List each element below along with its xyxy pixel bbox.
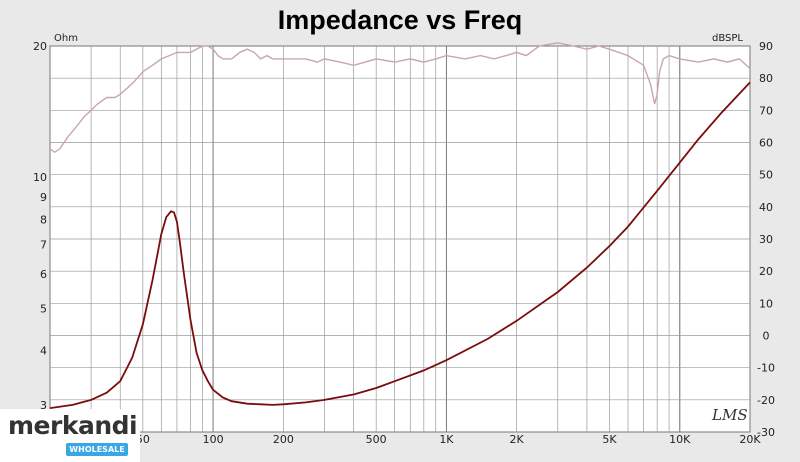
x-tick-label: 2K [510, 433, 525, 446]
left-axis-ticks: 20 10 9 8 7 6 5 4 3 [33, 40, 47, 412]
right-tick-label: 90 [759, 40, 773, 53]
x-tick-label: 200 [273, 433, 294, 446]
right-tick-label: 80 [759, 72, 773, 85]
merkandi-logo: merkandi WHOLESALE [0, 409, 140, 462]
right-tick-label: 30 [759, 233, 773, 246]
left-tick-label: 5 [40, 302, 47, 315]
x-axis-ticks: 50 100 200 500 1K 2K 5K 10K 20K [136, 433, 762, 446]
impedance-series-line [49, 81, 751, 409]
left-tick-label: 10 [33, 171, 47, 184]
x-tick-label: 100 [203, 433, 224, 446]
right-tick-label: 50 [759, 169, 773, 182]
logo-badge: WHOLESALE [66, 443, 128, 456]
x-tick-label: 1K [439, 433, 454, 446]
left-axis-unit: Ohm [54, 33, 78, 44]
signature-annotation: LMS [711, 406, 748, 424]
right-tick-label: 20 [759, 265, 773, 278]
x-tick-label: 10K [669, 433, 691, 446]
right-tick-label: 40 [759, 201, 773, 214]
right-tick-label: -20 [757, 394, 775, 407]
left-tick-label: 7 [40, 239, 47, 252]
left-tick-label: 6 [40, 268, 47, 281]
x-tick-label: 5K [602, 433, 617, 446]
left-tick-label: 3 [40, 399, 47, 412]
chart-title: Impedance vs Freq [278, 5, 523, 35]
right-axis-ticks: 90 80 70 60 50 40 30 20 10 0 -10 -20 -30 [757, 40, 775, 439]
right-axis-unit: dBSPL [712, 33, 743, 44]
right-tick-label: 10 [759, 297, 773, 310]
logo-wordmark: merkandi [8, 411, 138, 440]
spl-series-line [49, 42, 751, 154]
left-tick-label: 8 [40, 213, 47, 226]
right-tick-label: -10 [757, 362, 775, 375]
left-tick-label: 20 [33, 40, 47, 53]
right-tick-label: -30 [757, 426, 775, 439]
x-tick-label: 500 [366, 433, 387, 446]
left-tick-label: 9 [40, 191, 47, 204]
right-tick-label: 70 [759, 104, 773, 117]
x-tick-label: 20K [739, 433, 761, 446]
left-tick-label: 4 [40, 344, 47, 357]
right-tick-label: 0 [763, 330, 770, 343]
right-tick-label: 60 [759, 137, 773, 150]
